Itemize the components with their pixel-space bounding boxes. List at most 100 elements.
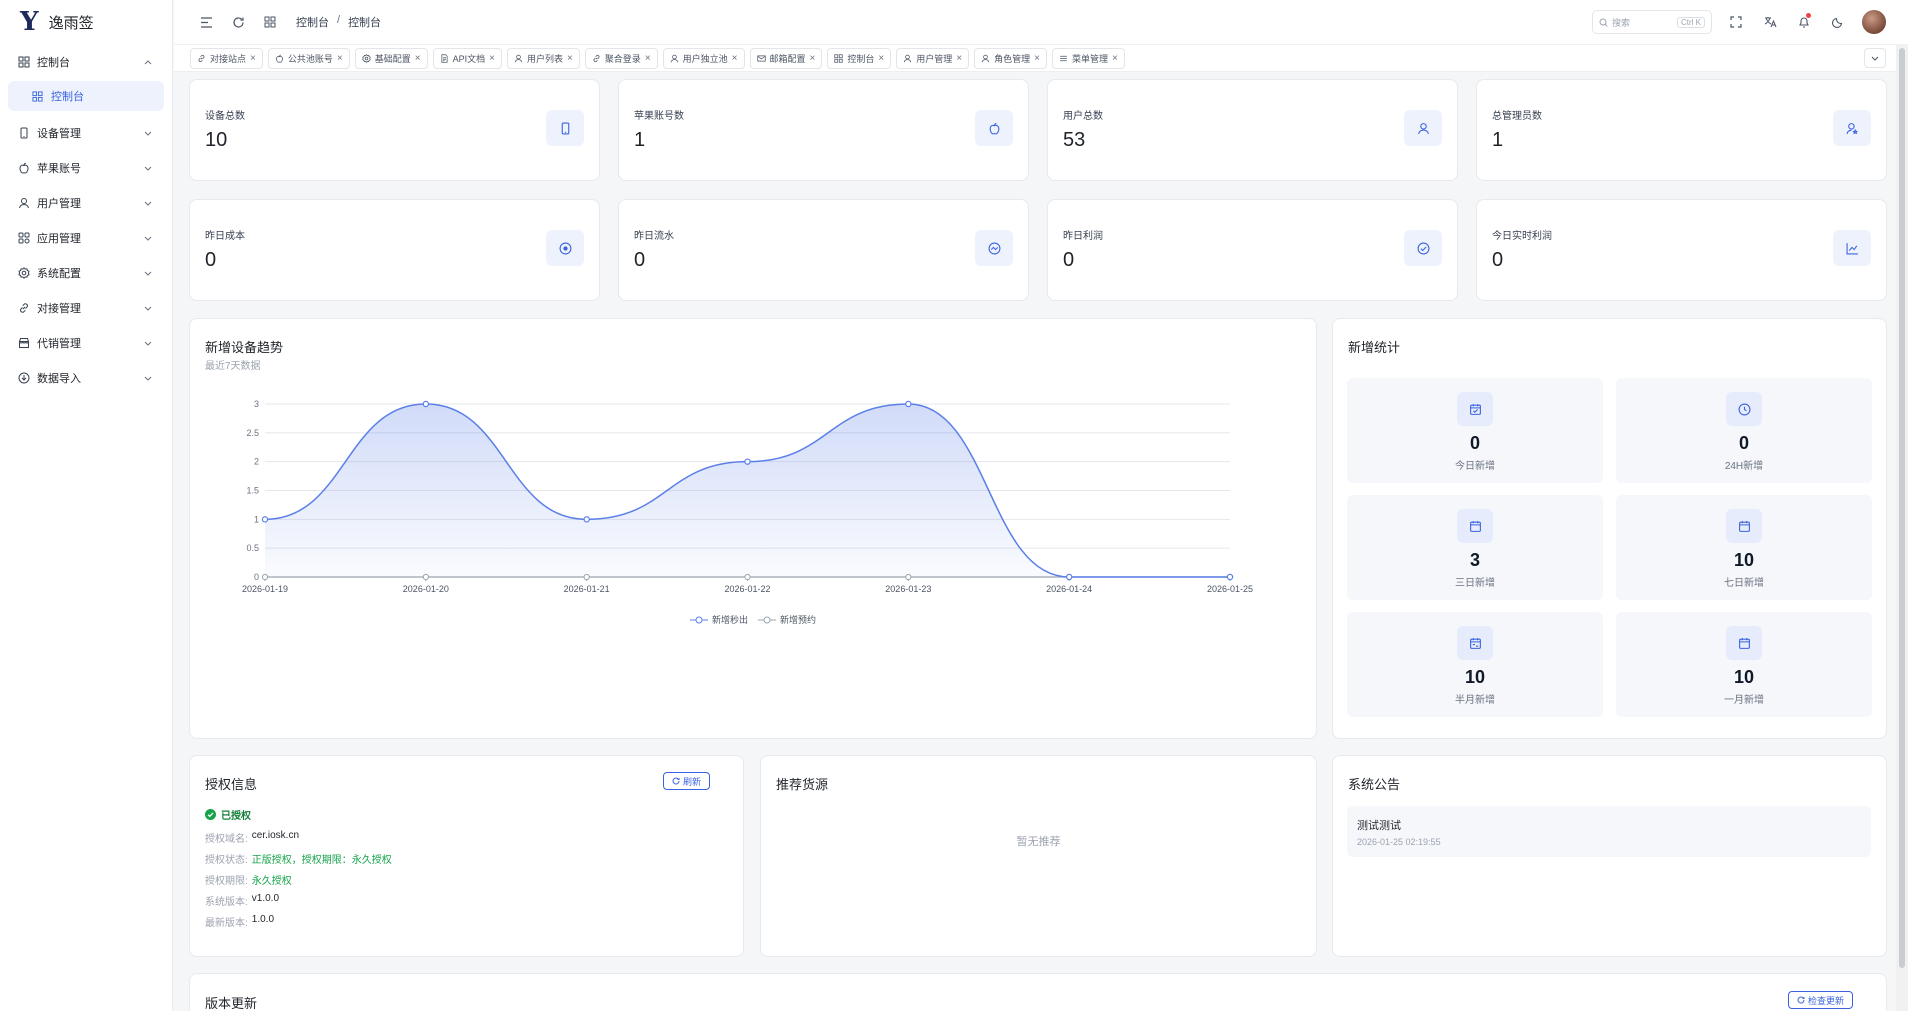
tab[interactable]: 菜单管理 ×	[1051, 47, 1125, 69]
close-icon[interactable]: ×	[809, 52, 816, 64]
sidebar-item[interactable]: 数据导入	[0, 360, 172, 395]
new-stat-label: 24H新增	[1724, 461, 1764, 472]
notice-item[interactable]: 测试测试 2026-01-25 02:19:55	[1347, 806, 1871, 857]
close-icon[interactable]: ×	[878, 52, 885, 64]
close-icon[interactable]: ×	[566, 52, 573, 64]
x-tick-label: 2026-01-21	[564, 584, 610, 594]
sidebar-item[interactable]: 苹果账号	[0, 150, 172, 185]
logo-mark: Y	[20, 7, 39, 37]
scrollbar-thumb[interactable]	[1899, 48, 1905, 968]
sidebar-subitem-dashboard[interactable]: 控制台	[8, 81, 164, 111]
tab[interactable]: 角色管理 ×	[974, 47, 1047, 69]
new-stat-label: 三日新增	[1455, 578, 1495, 589]
new-stat-label: 半月新增	[1455, 695, 1495, 706]
notice-item-title: 测试测试	[1357, 820, 1401, 832]
calendar-range-icon	[1457, 626, 1493, 660]
chevron-down-icon	[144, 233, 152, 243]
license-key: 授权期限:	[205, 876, 248, 887]
stat-title: 今日实时利润	[1492, 231, 1552, 242]
x-tick-label: 2026-01-20	[403, 584, 449, 594]
y-tick-label: 0.5	[246, 543, 259, 553]
stat-card: 昨日流水 0	[618, 199, 1029, 301]
tab[interactable]: 基础配置 ×	[354, 47, 428, 69]
close-icon[interactable]: ×	[1111, 52, 1118, 64]
y-tick-label: 3	[254, 399, 259, 409]
chevron-down-icon	[144, 303, 152, 313]
tab[interactable]: 对接站点 ×	[190, 47, 263, 69]
tab[interactable]: 用户独立池 ×	[662, 47, 745, 69]
close-icon[interactable]: ×	[250, 52, 256, 64]
sidebar-item[interactable]: 设备管理	[0, 115, 172, 150]
close-icon[interactable]: ×	[489, 52, 495, 64]
stat-value: 0	[1063, 249, 1075, 271]
stat-card: 用户总数 53	[1047, 79, 1458, 181]
chevron-down-icon	[144, 268, 152, 278]
tab[interactable]: 用户管理 ×	[896, 47, 970, 69]
app-logo[interactable]: Y 逸雨签	[0, 0, 172, 44]
tab[interactable]: 公共池账号 ×	[267, 47, 350, 69]
license-value: 永久授权	[251, 876, 292, 887]
menu-toggle-icon[interactable]	[190, 16, 222, 28]
close-icon[interactable]: ×	[731, 52, 738, 64]
legend-marker-icon	[689, 616, 708, 623]
legend-item[interactable]: 新增预约	[758, 613, 816, 626]
sidebar-item[interactable]: 系统配置	[0, 255, 172, 290]
search-box[interactable]: 搜索 Ctrl K	[1592, 10, 1712, 34]
sidebar-item[interactable]: 控制台	[0, 44, 172, 79]
new-stat-tile: 10 一月新增	[1616, 612, 1872, 717]
license-row: 授权域名: cer.iosk.cn	[205, 830, 299, 845]
tab[interactable]: 聚合登录 ×	[584, 47, 658, 69]
breadcrumb: 控制台 / 控制台	[296, 14, 381, 30]
refresh-button[interactable]: 刷新	[662, 772, 710, 790]
tab[interactable]: 邮箱配置 ×	[749, 47, 823, 69]
new-stat-value: 10	[1733, 550, 1755, 570]
check-update-button[interactable]: 检查更新	[1787, 991, 1853, 1009]
new-stats-title: 新增统计	[1348, 340, 1401, 355]
x-tick-label: 2026-01-25	[1207, 584, 1253, 594]
close-icon[interactable]: ×	[1034, 52, 1040, 64]
link-icon	[197, 54, 206, 63]
breadcrumb-item[interactable]: 控制台	[296, 17, 329, 29]
new-stat-value: 0	[1738, 433, 1749, 453]
close-icon[interactable]: ×	[644, 52, 651, 64]
y-tick-label: 1.5	[246, 486, 259, 496]
dark-mode-icon[interactable]	[1828, 12, 1848, 32]
refresh-icon[interactable]	[222, 16, 254, 29]
check-update-label: 检查更新	[1807, 995, 1844, 1006]
y-tick-label: 1	[254, 514, 259, 524]
stat-value: 53	[1063, 129, 1086, 151]
top-header: 控制台 / 控制台 搜索 Ctrl K	[174, 0, 1908, 44]
close-icon[interactable]: ×	[414, 52, 421, 64]
stat-card: 苹果账号数 1	[618, 79, 1029, 181]
notification-bell-icon[interactable]	[1794, 12, 1814, 32]
grid-icon[interactable]	[254, 16, 286, 28]
apple-icon	[975, 110, 1013, 146]
tab-label: 用户独立池	[682, 53, 728, 64]
tabs-more-button[interactable]	[1864, 48, 1886, 68]
legend-label: 新增秒出	[711, 615, 748, 625]
user-avatar[interactable]	[1862, 10, 1886, 34]
fullscreen-icon[interactable]	[1726, 12, 1746, 32]
chevron-down-icon	[144, 373, 152, 383]
legend-item[interactable]: 新增秒出	[689, 613, 748, 626]
sidebar-item[interactable]: 应用管理	[0, 220, 172, 255]
sidebar-item[interactable]: 用户管理	[0, 185, 172, 220]
tab[interactable]: API文档 ×	[432, 47, 502, 69]
language-icon[interactable]	[1760, 12, 1780, 32]
sidebar-item-label: 系统配置	[37, 267, 81, 280]
close-icon[interactable]: ×	[956, 52, 963, 64]
grid-icon	[32, 90, 43, 102]
tab[interactable]: 用户列表 ×	[506, 47, 580, 69]
user-icon	[670, 54, 679, 63]
notification-dot	[1806, 13, 1811, 18]
new-stat-value: 10	[1464, 667, 1486, 687]
sidebar-item[interactable]: 代销管理	[0, 325, 172, 360]
tab-label: 基础配置	[374, 53, 411, 64]
page-scrollbar[interactable]	[1896, 44, 1908, 1011]
link-icon	[18, 302, 30, 314]
tab[interactable]: 控制台 ×	[827, 47, 892, 69]
stat-value: 0	[634, 249, 646, 271]
close-icon[interactable]: ×	[336, 52, 343, 64]
sidebar-item[interactable]: 对接管理	[0, 290, 172, 325]
new-stat-tile: 3 三日新增	[1347, 495, 1603, 600]
